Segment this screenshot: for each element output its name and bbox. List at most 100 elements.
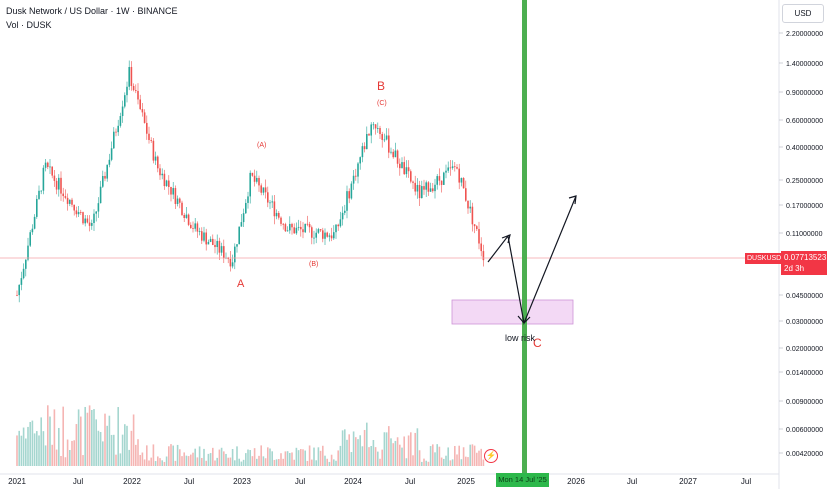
volume-bar <box>412 455 414 466</box>
volume-bar <box>168 446 170 466</box>
candle-body <box>284 224 287 232</box>
volume-bar <box>273 459 276 466</box>
volume-bar <box>432 444 434 466</box>
volume-bar <box>361 446 364 466</box>
candle-body <box>370 124 372 136</box>
candle-body <box>183 214 185 218</box>
candle-body <box>148 133 150 140</box>
candle-body <box>51 166 53 176</box>
currency-button[interactable]: USD <box>782 4 824 23</box>
candle-body <box>317 229 320 233</box>
volume-bar <box>313 447 315 466</box>
candle-body <box>253 175 256 182</box>
candle-body <box>152 140 155 161</box>
price-tick-label: 2.20000000 <box>786 31 823 38</box>
volume-bar <box>324 455 326 466</box>
candle-body <box>262 187 265 193</box>
volume-bar <box>77 409 80 466</box>
candle-body <box>139 99 141 110</box>
candle-body <box>126 86 128 96</box>
candle-body <box>71 199 73 205</box>
candle-body <box>77 212 80 215</box>
candle-body <box>460 178 463 183</box>
candle-body <box>93 213 95 224</box>
candle-body <box>106 164 108 179</box>
candle-body <box>273 201 276 217</box>
volume-bar <box>436 444 438 466</box>
candle-body <box>440 180 443 185</box>
candle-body <box>141 109 144 113</box>
candle-body <box>82 212 84 224</box>
volume-legend[interactable]: Vol · DUSK <box>6 20 52 30</box>
candle-body <box>381 134 383 140</box>
candle-body <box>88 222 91 226</box>
candle-body <box>280 217 282 224</box>
volume-bar <box>66 439 69 466</box>
volume-bar <box>449 460 452 466</box>
arrow-head-3 <box>568 195 577 205</box>
time-tick-label: 2026 <box>567 477 585 486</box>
candle-body <box>97 203 100 212</box>
volume-bar <box>374 447 377 466</box>
volume-bar <box>286 451 289 466</box>
volume-bar <box>414 432 416 466</box>
volume-bar <box>260 445 262 466</box>
volume-bar <box>328 461 331 466</box>
volume-bar <box>36 431 38 466</box>
volume-bar <box>183 452 185 466</box>
volume-bar <box>322 445 324 466</box>
arrow-head-1 <box>501 234 511 244</box>
volume-bar <box>289 452 291 466</box>
candle-body <box>119 116 122 126</box>
candle-body <box>322 230 324 239</box>
candle-body <box>16 295 18 296</box>
candle-body <box>429 188 432 192</box>
volume-bar <box>154 461 157 466</box>
candle-body <box>278 212 280 218</box>
volume-bar <box>82 455 84 466</box>
volume-bar <box>482 459 485 466</box>
candle-body <box>458 168 460 183</box>
candle-body <box>117 125 119 133</box>
volume-bar <box>247 449 249 466</box>
candle-body <box>190 224 192 229</box>
candle-body <box>456 167 458 169</box>
symbol-title[interactable]: Dusk Network / US Dollar · 1W · BINANCE <box>6 6 178 16</box>
candle-body <box>165 180 168 187</box>
time-tick-label: 2025 <box>457 477 475 486</box>
price-tick-label: 0.00900000 <box>786 399 823 406</box>
candle-body <box>121 106 124 117</box>
candle-body <box>29 232 31 246</box>
volume-bar <box>456 454 458 466</box>
volume-bar <box>460 459 463 466</box>
volume-bar <box>33 433 36 466</box>
volume-bar <box>253 448 256 466</box>
volume-bar <box>42 431 45 466</box>
volume-bar <box>143 459 146 466</box>
candle-body <box>31 228 34 233</box>
candle-body <box>108 159 111 165</box>
candle-body <box>401 162 403 169</box>
volume-bar <box>91 409 93 466</box>
candle-body <box>198 231 201 233</box>
volume-bar <box>377 451 379 466</box>
subwave-label-a: (A) <box>257 142 266 149</box>
candle-body <box>377 128 379 129</box>
volume-bar <box>308 445 311 466</box>
candle-body <box>432 188 434 192</box>
time-tick-label: Jul <box>627 477 637 486</box>
candle-body <box>64 196 67 198</box>
volume-bar <box>198 446 201 466</box>
candle-body <box>418 184 421 199</box>
volume-bar <box>416 428 419 466</box>
volume-bar <box>280 453 282 466</box>
volume-bar <box>205 460 207 466</box>
candle-body <box>297 226 300 228</box>
candle-body <box>38 190 40 199</box>
candle-body <box>434 184 436 192</box>
candle-body <box>130 66 133 87</box>
candle-body <box>308 224 311 228</box>
candle-body <box>240 222 243 227</box>
lightning-icon[interactable]: ⚡ <box>484 449 498 463</box>
